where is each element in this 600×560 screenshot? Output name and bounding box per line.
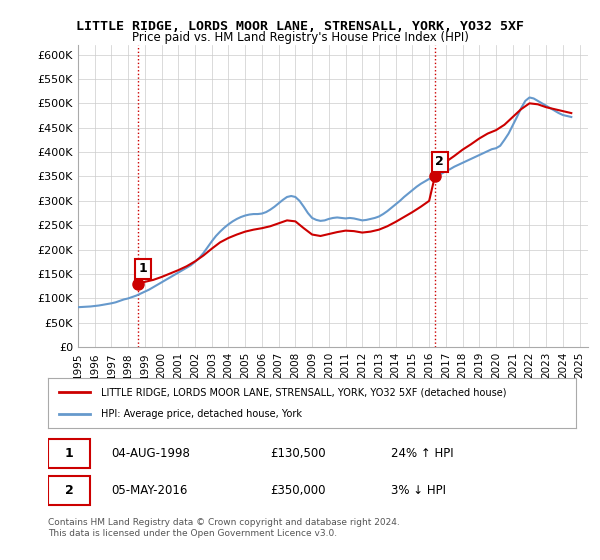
Text: 05-MAY-2016: 05-MAY-2016 [112, 484, 188, 497]
Text: £350,000: £350,000 [270, 484, 325, 497]
Text: 3% ↓ HPI: 3% ↓ HPI [391, 484, 446, 497]
FancyBboxPatch shape [48, 438, 90, 468]
Text: LITTLE RIDGE, LORDS MOOR LANE, STRENSALL, YORK, YO32 5XF: LITTLE RIDGE, LORDS MOOR LANE, STRENSALL… [76, 20, 524, 32]
Text: This data is licensed under the Open Government Licence v3.0.: This data is licensed under the Open Gov… [48, 529, 337, 538]
Text: £130,500: £130,500 [270, 447, 325, 460]
Text: 2: 2 [65, 484, 73, 497]
Text: Contains HM Land Registry data © Crown copyright and database right 2024.: Contains HM Land Registry data © Crown c… [48, 518, 400, 527]
Text: 04-AUG-1998: 04-AUG-1998 [112, 447, 190, 460]
Text: 24% ↑ HPI: 24% ↑ HPI [391, 447, 454, 460]
Text: 2: 2 [436, 155, 444, 169]
Text: 1: 1 [139, 263, 148, 276]
Text: LITTLE RIDGE, LORDS MOOR LANE, STRENSALL, YORK, YO32 5XF (detached house): LITTLE RIDGE, LORDS MOOR LANE, STRENSALL… [101, 387, 506, 397]
Text: HPI: Average price, detached house, York: HPI: Average price, detached house, York [101, 409, 302, 419]
Text: 1: 1 [65, 447, 73, 460]
FancyBboxPatch shape [48, 477, 90, 505]
Text: Price paid vs. HM Land Registry's House Price Index (HPI): Price paid vs. HM Land Registry's House … [131, 31, 469, 44]
